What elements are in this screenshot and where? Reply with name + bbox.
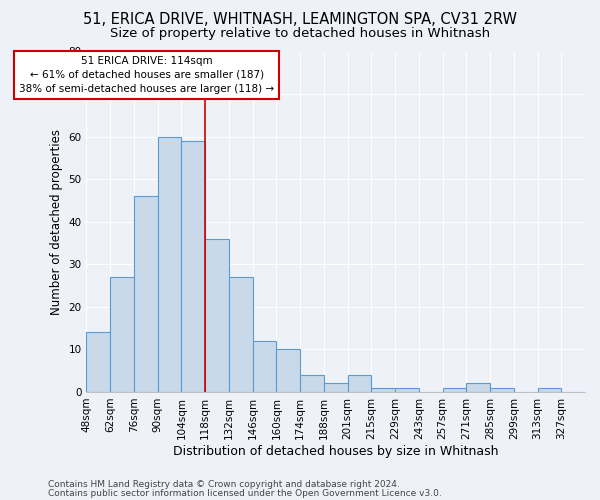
Bar bbox=[300, 375, 324, 392]
Bar bbox=[86, 332, 110, 392]
Y-axis label: Number of detached properties: Number of detached properties bbox=[50, 128, 63, 314]
Bar bbox=[490, 388, 514, 392]
Bar bbox=[158, 136, 181, 392]
Bar bbox=[371, 388, 395, 392]
Text: 51, ERICA DRIVE, WHITNASH, LEAMINGTON SPA, CV31 2RW: 51, ERICA DRIVE, WHITNASH, LEAMINGTON SP… bbox=[83, 12, 517, 28]
Bar bbox=[205, 239, 229, 392]
Bar bbox=[110, 277, 134, 392]
Bar bbox=[395, 388, 419, 392]
X-axis label: Distribution of detached houses by size in Whitnash: Distribution of detached houses by size … bbox=[173, 444, 499, 458]
Bar bbox=[181, 141, 205, 392]
Bar bbox=[466, 384, 490, 392]
Text: Contains public sector information licensed under the Open Government Licence v3: Contains public sector information licen… bbox=[48, 488, 442, 498]
Text: Size of property relative to detached houses in Whitnash: Size of property relative to detached ho… bbox=[110, 28, 490, 40]
Bar bbox=[538, 388, 561, 392]
Bar bbox=[253, 341, 277, 392]
Text: 51 ERICA DRIVE: 114sqm
← 61% of detached houses are smaller (187)
38% of semi-de: 51 ERICA DRIVE: 114sqm ← 61% of detached… bbox=[19, 56, 274, 94]
Bar bbox=[229, 277, 253, 392]
Bar bbox=[443, 388, 466, 392]
Bar bbox=[277, 350, 300, 392]
Text: Contains HM Land Registry data © Crown copyright and database right 2024.: Contains HM Land Registry data © Crown c… bbox=[48, 480, 400, 489]
Bar bbox=[134, 196, 158, 392]
Bar bbox=[324, 384, 347, 392]
Bar bbox=[347, 375, 371, 392]
